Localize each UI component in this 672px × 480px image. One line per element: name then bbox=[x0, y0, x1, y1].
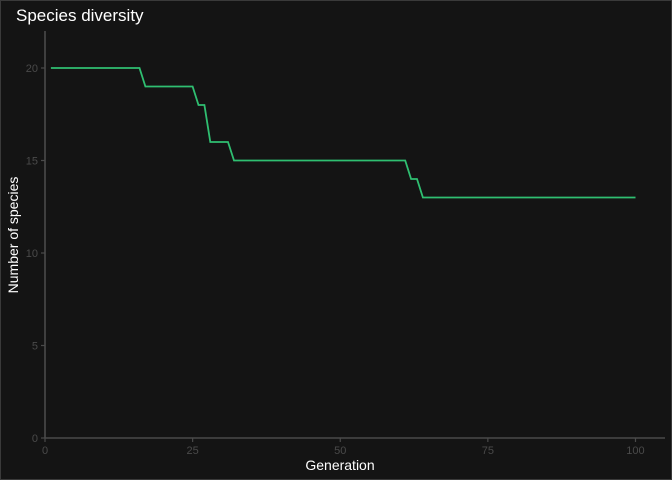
axes bbox=[44, 31, 665, 439]
y-tick-label: 20 bbox=[26, 63, 38, 75]
y-axis-label: Number of species bbox=[5, 177, 21, 294]
series-line bbox=[50, 67, 636, 199]
x-axis-label: Generation bbox=[305, 457, 374, 473]
y-tick-label: 15 bbox=[26, 156, 38, 168]
ticks: 0 25 50 75 100 0 5 10 15 20 bbox=[26, 63, 645, 457]
series-layer bbox=[50, 67, 636, 199]
x-tick-label: 100 bbox=[626, 445, 644, 457]
y-tick-label: 5 bbox=[32, 341, 38, 353]
y-tick-label: 10 bbox=[26, 248, 38, 260]
x-tick-label: 0 bbox=[42, 445, 48, 457]
x-tick-label: 50 bbox=[334, 445, 346, 457]
y-tick-label: 0 bbox=[32, 433, 38, 445]
x-tick-label: 25 bbox=[186, 445, 198, 457]
x-tick-label: 75 bbox=[482, 445, 494, 457]
chart-title: Species diversity bbox=[16, 6, 144, 25]
